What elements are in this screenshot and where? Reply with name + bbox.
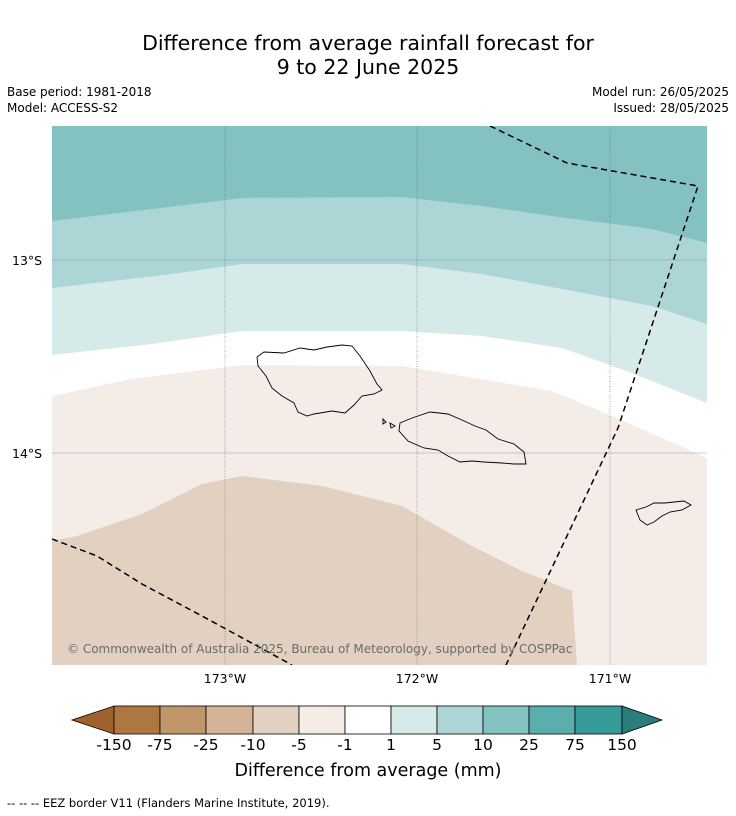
colorbar-segment xyxy=(205,705,254,735)
longitude-tick-172w: 172°W xyxy=(395,671,439,686)
band-m10-m5 xyxy=(52,476,577,665)
colorbar-segment xyxy=(574,705,623,735)
colorbar-label: Difference from average (mm) xyxy=(234,761,502,781)
colorbar-tick-label: -25 xyxy=(193,736,219,754)
latitude-lines xyxy=(52,259,707,454)
longitude-tick-173w: 173°W xyxy=(203,671,247,686)
tutuila-island xyxy=(635,500,692,526)
colorbar-tick-label: 25 xyxy=(519,736,539,754)
manono-apolima-islets xyxy=(382,417,396,429)
map-title: Difference from average rainfall forecas… xyxy=(0,31,736,79)
eez-border xyxy=(52,126,699,665)
colorbar-arrow-right xyxy=(621,705,664,735)
map-canvas xyxy=(52,126,707,665)
latitude-tick-13s: 13°S xyxy=(12,253,43,268)
title-line-1: Difference from average rainfall forecas… xyxy=(142,31,594,55)
colorbar-segment xyxy=(482,705,530,735)
colorbar-tick-label: 5 xyxy=(432,736,442,754)
issued-text: Issued: 28/05/2025 xyxy=(613,101,729,115)
colorbar-segment xyxy=(113,705,161,735)
colorbar-arrow-left xyxy=(70,705,115,735)
colorbar-swatches xyxy=(70,705,664,735)
colorbar-tick-label: -75 xyxy=(147,736,173,754)
title-line-2: 9 to 22 June 2025 xyxy=(276,55,460,79)
colorbar-tick-label: 1 xyxy=(386,736,396,754)
copyright-notice: © Commonwealth of Australia 2025, Bureau… xyxy=(67,642,573,656)
colorbar-segment xyxy=(436,705,484,735)
savaii-island xyxy=(256,344,383,417)
model-text: Model: ACCESS-S2 xyxy=(7,101,119,115)
colorbar-tick-label: -5 xyxy=(291,736,307,754)
longitude-tick-171w: 171°W xyxy=(588,671,632,686)
colorbar xyxy=(0,704,736,740)
colorbar-segment xyxy=(390,705,438,735)
model-run-text: Model run: 26/05/2025 xyxy=(591,85,729,99)
colorbar-tick-label: 75 xyxy=(565,736,585,754)
forecast-info-left: Base period: 1981-2018 Model: ACCESS-S2 xyxy=(7,84,152,116)
colorbar-segment xyxy=(344,705,392,735)
band-10-25 xyxy=(52,126,707,243)
coastline xyxy=(256,344,692,526)
colorbar-tick-label: -150 xyxy=(96,736,132,754)
base-period-text: Base period: 1981-2018 xyxy=(7,85,152,99)
colorbar-segment xyxy=(298,705,346,735)
colorbar-segment xyxy=(252,705,300,735)
rainfall-map xyxy=(52,126,707,665)
colorbar-segment xyxy=(528,705,576,735)
eez-border-legend: -- -- -- EEZ border V11 (Flanders Marine… xyxy=(7,796,330,810)
colorbar-segment xyxy=(159,705,207,735)
latitude-tick-14s: 14°S xyxy=(12,446,43,461)
colorbar-tick-label: 10 xyxy=(473,736,493,754)
forecast-info-right: Model run: 26/05/2025 Issued: 28/05/2025 xyxy=(592,84,729,116)
colorbar-tick-label: -1 xyxy=(337,736,353,754)
colorbar-tick-label: 150 xyxy=(607,736,637,754)
upolu-island xyxy=(398,411,527,465)
colorbar-tick-label: -10 xyxy=(240,736,266,754)
